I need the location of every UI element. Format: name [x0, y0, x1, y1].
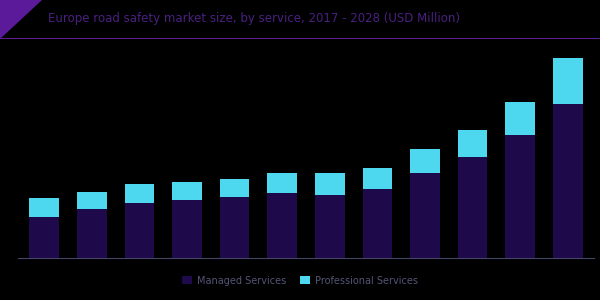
Bar: [29, 198, 59, 217]
Bar: [172, 182, 202, 200]
Bar: [315, 195, 344, 258]
Bar: [362, 189, 392, 258]
Bar: [315, 173, 344, 195]
Bar: [505, 135, 535, 258]
Bar: [172, 200, 202, 258]
Bar: [268, 194, 297, 258]
Bar: [268, 173, 297, 194]
Bar: [29, 217, 59, 258]
Bar: [220, 196, 250, 258]
Bar: [553, 58, 583, 104]
Bar: [362, 168, 392, 189]
Bar: [505, 102, 535, 135]
Bar: [458, 157, 487, 258]
Bar: [125, 184, 154, 203]
Legend: Managed Services, Professional Services: Managed Services, Professional Services: [182, 275, 418, 286]
Bar: [410, 149, 440, 173]
Bar: [125, 203, 154, 258]
Bar: [77, 192, 107, 209]
Bar: [410, 173, 440, 258]
Polygon shape: [0, 0, 42, 39]
Text: Europe road safety market size, by service, 2017 - 2028 (USD Million): Europe road safety market size, by servi…: [48, 12, 460, 25]
Bar: [458, 130, 487, 157]
Bar: [553, 104, 583, 258]
Bar: [77, 209, 107, 258]
Bar: [220, 179, 250, 197]
